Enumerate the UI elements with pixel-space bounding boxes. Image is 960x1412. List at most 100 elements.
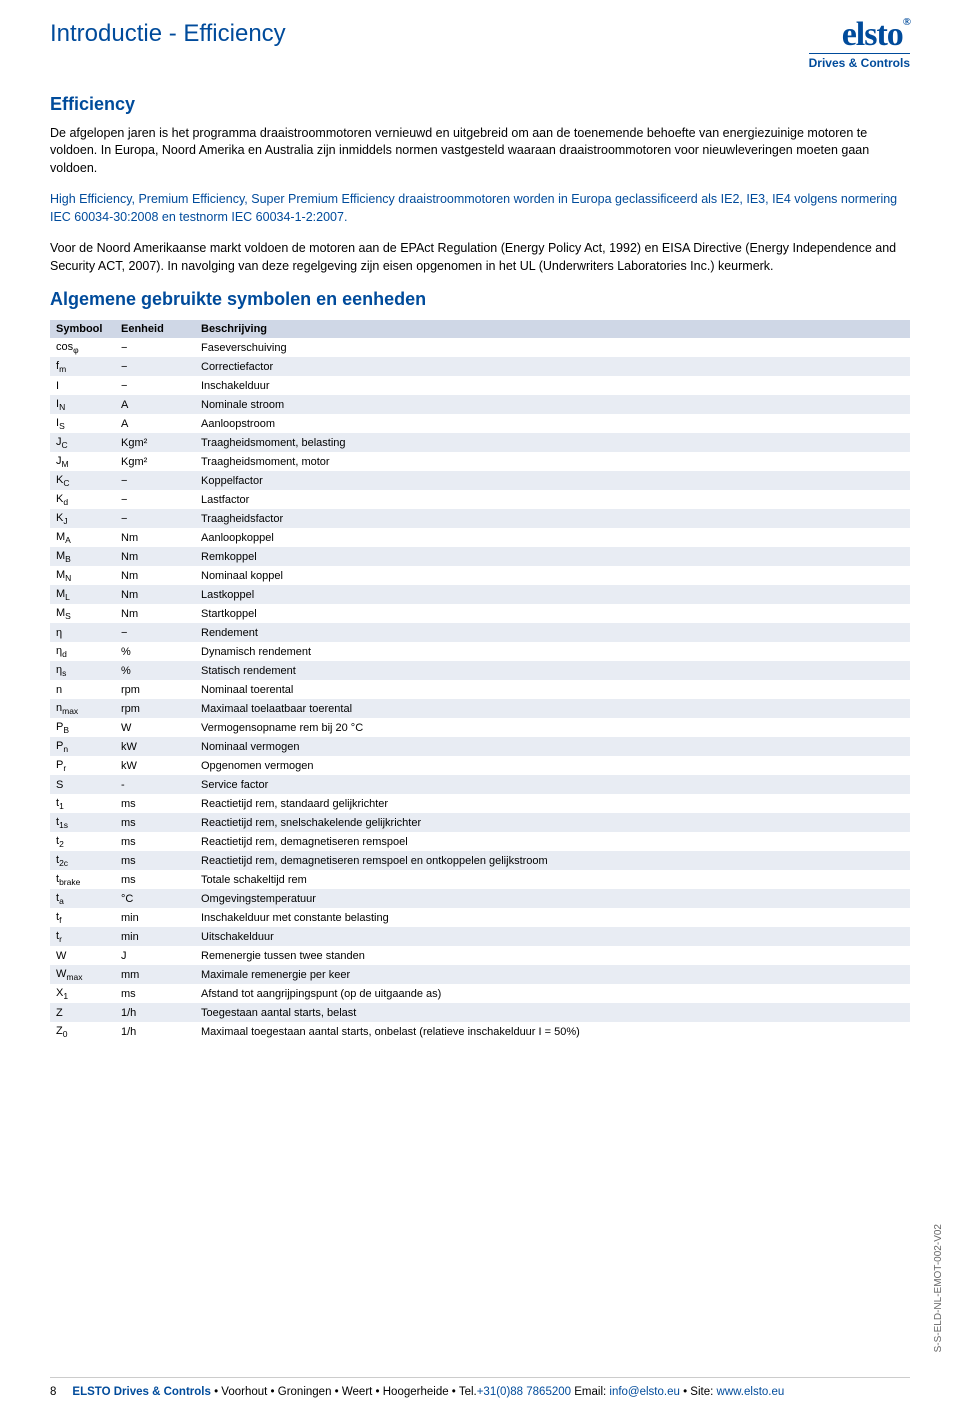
cell-symbol: tf xyxy=(50,908,115,927)
th-unit: Eenheid xyxy=(115,320,195,338)
cell-symbol: I xyxy=(50,376,115,395)
cell-unit: ms xyxy=(115,851,195,870)
symbols-table-wrap: Symbool Eenheid Beschrijving cosφ−Faseve… xyxy=(50,320,910,1041)
table-row: PrkWOpgenomen vermogen xyxy=(50,756,910,775)
table-row: MBNmRemkoppel xyxy=(50,547,910,566)
table-row: nrpmNominaal toerental xyxy=(50,680,910,699)
cell-desc: Koppelfactor xyxy=(195,471,910,490)
cell-symbol: t1 xyxy=(50,794,115,813)
cell-desc: Remenergie tussen twee standen xyxy=(195,946,910,965)
table-row: JCKgm²Traagheidsmoment, belasting xyxy=(50,433,910,452)
cell-unit: % xyxy=(115,642,195,661)
logo-reg: ® xyxy=(903,16,910,28)
table-row: trminUitschakelduur xyxy=(50,927,910,946)
cell-symbol: W xyxy=(50,946,115,965)
cell-unit: Kgm² xyxy=(115,452,195,471)
cell-symbol: Kd xyxy=(50,490,115,509)
cell-unit: Kgm² xyxy=(115,433,195,452)
table-row: nmaxrpmMaximaal toelaatbaar toerental xyxy=(50,699,910,718)
cell-desc: Vermogensopname rem bij 20 °C xyxy=(195,718,910,737)
cell-desc: Traagheidsmoment, belasting xyxy=(195,433,910,452)
cell-symbol: n xyxy=(50,680,115,699)
cell-desc: Aanloopkoppel xyxy=(195,528,910,547)
cell-symbol: Pn xyxy=(50,737,115,756)
cell-desc: Traagheidsmoment, motor xyxy=(195,452,910,471)
cell-symbol: Z0 xyxy=(50,1022,115,1041)
cell-desc: Uitschakelduur xyxy=(195,927,910,946)
table-row: t1msReactietijd rem, standaard gelijkric… xyxy=(50,794,910,813)
cell-desc: Correctiefactor xyxy=(195,357,910,376)
cell-desc: Reactietijd rem, standaard gelijkrichter xyxy=(195,794,910,813)
table-row: JMKgm²Traagheidsmoment, motor xyxy=(50,452,910,471)
cell-symbol: IN xyxy=(50,395,115,414)
th-symbol: Symbool xyxy=(50,320,115,338)
logo-subtitle: Drives & Controls xyxy=(809,53,910,70)
cell-unit: Nm xyxy=(115,547,195,566)
table-row: MANmAanloopkoppel xyxy=(50,528,910,547)
cell-desc: Reactietijd rem, demagnetiseren remspoel… xyxy=(195,851,910,870)
cell-unit: ms xyxy=(115,870,195,889)
cell-unit: min xyxy=(115,908,195,927)
cell-unit: − xyxy=(115,357,195,376)
table-row: cosφ−Faseverschuiving xyxy=(50,338,910,357)
paragraph-2: High Efficiency, Premium Efficiency, Sup… xyxy=(50,191,910,226)
cell-unit: min xyxy=(115,927,195,946)
symbols-table: Symbool Eenheid Beschrijving cosφ−Faseve… xyxy=(50,320,910,1041)
cell-unit: W xyxy=(115,718,195,737)
table-body: cosφ−Faseverschuivingfm−CorrectiefactorI… xyxy=(50,338,910,1041)
cell-symbol: t1s xyxy=(50,813,115,832)
table-row: fm−Correctiefactor xyxy=(50,357,910,376)
table-row: t2cmsReactietijd rem, demagnetiseren rem… xyxy=(50,851,910,870)
table-row: MSNmStartkoppel xyxy=(50,604,910,623)
cell-symbol: KJ xyxy=(50,509,115,528)
table-row: Z1/hToegestaan aantal starts, belast xyxy=(50,1003,910,1022)
table-row: MLNmLastkoppel xyxy=(50,585,910,604)
page-header: Introductie - Efficiency elsto® Drives &… xyxy=(50,20,910,70)
cell-desc: Startkoppel xyxy=(195,604,910,623)
cell-unit: Nm xyxy=(115,566,195,585)
cell-unit: ms xyxy=(115,832,195,851)
cell-unit: Nm xyxy=(115,604,195,623)
table-row: KJ−Traagheidsfactor xyxy=(50,509,910,528)
table-row: I−Inschakelduur xyxy=(50,376,910,395)
table-row: Z01/hMaximaal toegestaan aantal starts, … xyxy=(50,1022,910,1041)
cell-unit: 1/h xyxy=(115,1003,195,1022)
cell-unit: J xyxy=(115,946,195,965)
table-row: X1msAfstand tot aangrijpingspunt (op de … xyxy=(50,984,910,1003)
cell-unit: rpm xyxy=(115,680,195,699)
cell-unit: kW xyxy=(115,737,195,756)
cell-unit: mm xyxy=(115,965,195,984)
cell-desc: Nominaal toerental xyxy=(195,680,910,699)
footer-tel: +31(0)88 7865200 xyxy=(477,1386,571,1398)
cell-desc: Nominaal vermogen xyxy=(195,737,910,756)
cell-unit: − xyxy=(115,490,195,509)
table-row: ta°COmgevingstemperatuur xyxy=(50,889,910,908)
logo-block: elsto® Drives & Controls xyxy=(809,20,910,70)
cell-symbol: ta xyxy=(50,889,115,908)
cell-desc: Aanloopstroom xyxy=(195,414,910,433)
cell-desc: Afstand tot aangrijpingspunt (op de uitg… xyxy=(195,984,910,1003)
paragraph-3: Voor de Noord Amerikaanse markt voldoen … xyxy=(50,240,910,275)
cell-desc: Toegestaan aantal starts, belast xyxy=(195,1003,910,1022)
cell-symbol: Pr xyxy=(50,756,115,775)
cell-symbol: S xyxy=(50,775,115,794)
logo-main: elsto® xyxy=(809,20,910,51)
cell-unit: − xyxy=(115,376,195,395)
page-footer: 8 ELSTO Drives & Controls • Voorhout • G… xyxy=(50,1386,910,1398)
table-row: tfminInschakelduur met constante belasti… xyxy=(50,908,910,927)
cell-unit: − xyxy=(115,471,195,490)
table-row: PBWVermogensopname rem bij 20 °C xyxy=(50,718,910,737)
cell-unit: ms xyxy=(115,813,195,832)
table-row: PnkWNominaal vermogen xyxy=(50,737,910,756)
footer-site: www.elsto.eu xyxy=(717,1386,785,1398)
cell-symbol: tbrake xyxy=(50,870,115,889)
cell-desc: Maximaal toelaatbaar toerental xyxy=(195,699,910,718)
cell-unit: A xyxy=(115,414,195,433)
cell-desc: Lastkoppel xyxy=(195,585,910,604)
cell-symbol: nmax xyxy=(50,699,115,718)
th-desc: Beschrijving xyxy=(195,320,910,338)
footer-separator xyxy=(50,1377,910,1378)
cell-symbol: Wmax xyxy=(50,965,115,984)
cell-unit: Nm xyxy=(115,585,195,604)
cell-symbol: X1 xyxy=(50,984,115,1003)
